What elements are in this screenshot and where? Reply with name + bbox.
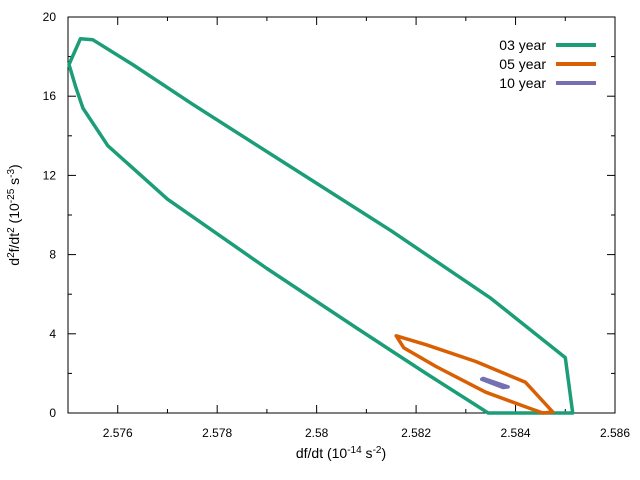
y-tick-label: 12 bbox=[43, 168, 57, 182]
x-tick-label: 2.584 bbox=[501, 426, 531, 440]
tick-labels: 2.576 2.578 2.58 2.582 2.584 2.586 0 4 8 12 16 20 bbox=[43, 10, 631, 440]
x-axis-label: df/dt (10-14 s-2) bbox=[296, 445, 386, 462]
y-tick-label: 20 bbox=[43, 10, 57, 24]
y-axis-label: d2f/dt2 (10-25 s-3) bbox=[6, 164, 23, 265]
y-tick-label: 4 bbox=[49, 327, 56, 341]
y-tick-label: 16 bbox=[43, 89, 57, 103]
series-line bbox=[394, 334, 555, 415]
x-tick-label: 2.586 bbox=[600, 426, 630, 440]
x-tick-label: 2.578 bbox=[202, 426, 232, 440]
axis-ticks bbox=[67, 16, 616, 414]
series-line bbox=[479, 376, 510, 390]
legend-label: 10 year bbox=[499, 75, 546, 91]
legend-label: 03 year bbox=[499, 37, 546, 53]
x-tick-label: 2.576 bbox=[103, 426, 133, 440]
series-line bbox=[67, 37, 575, 415]
x-tick-label: 2.582 bbox=[401, 426, 431, 440]
x-tick-label: 2.58 bbox=[305, 426, 329, 440]
series-group bbox=[67, 37, 575, 415]
y-tick-label: 8 bbox=[49, 248, 56, 262]
legend-label: 05 year bbox=[499, 56, 546, 72]
y-tick-label: 0 bbox=[49, 406, 56, 420]
legend: 03 year 05 year 10 year bbox=[499, 37, 596, 91]
